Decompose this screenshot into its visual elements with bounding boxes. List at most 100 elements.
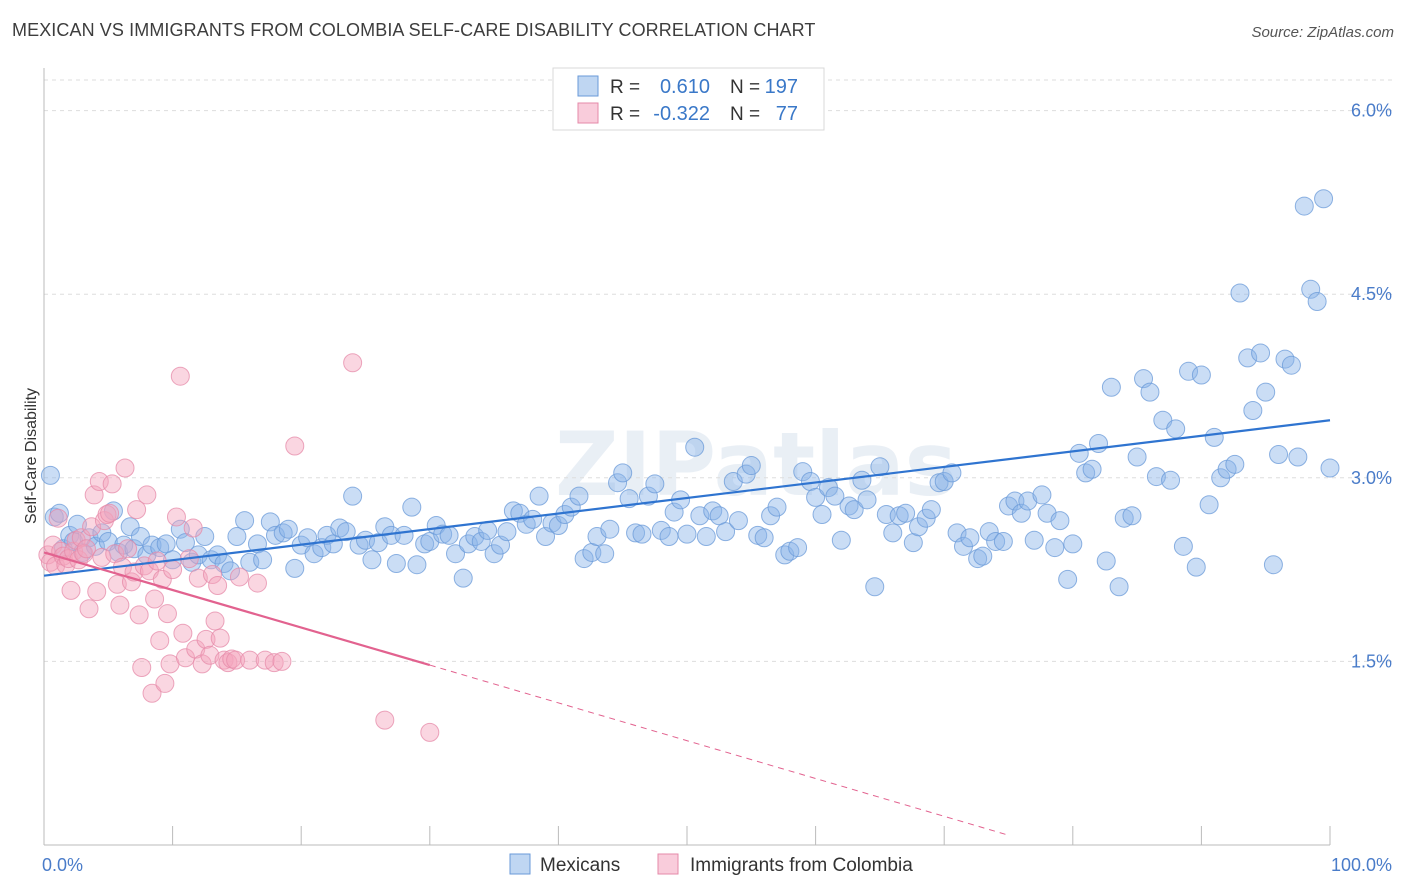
x-tick-label-1: 100.0% [1331,855,1392,875]
mexicans-point-172 [1127,447,1147,467]
mexicans-point-201 [1314,189,1334,209]
mexicans-point-66 [446,544,466,564]
colombia-point-67 [226,650,246,670]
colombia-point-14 [74,544,94,564]
trend-lines [43,419,1331,836]
colombia-point-25 [102,474,122,494]
colombia-point-38 [137,485,157,505]
axes [43,68,1331,846]
colombia-point-65 [218,653,238,673]
mexicans-point-174 [1140,382,1160,402]
bottom-legend-label-colombia: Immigrants from Colombia [690,855,913,876]
mexicans-point-39 [273,523,293,543]
trend-line-mexicans [43,419,1331,577]
mexicans-point-140 [921,500,941,520]
mexicans-point-120 [793,462,813,482]
colombia-point-35 [129,605,149,625]
mexicans-point-102 [677,524,697,544]
mexicans-point-105 [696,527,716,547]
y-tick-label-3: 6.0% [1351,101,1392,121]
mexicans-point-59 [402,497,422,517]
colombia-point-76 [375,710,395,730]
colombia-point-50 [170,366,190,386]
mexicans-point-116 [767,497,787,517]
mexicans-point-159 [1045,538,1065,558]
mexicans-point-33 [235,511,255,531]
colombia-point-77 [420,722,440,742]
mexicans-point-95 [632,524,652,544]
colombia-point-28 [110,595,130,615]
mexicans-point-78 [523,509,543,529]
mexicans-point-70 [471,531,491,551]
mexicans-point-183 [1199,495,1219,515]
mexicans-point-177 [1161,470,1181,490]
y-tick-label-0: 1.5% [1351,651,1392,671]
mexicans-point-150 [986,531,1006,551]
legend-swatch-mexicans [577,75,599,97]
mexicans-point-97 [645,474,665,494]
mexicans-point-199 [1301,279,1321,299]
colombia-point-41 [145,589,165,609]
bottom-legend-label-mexicans: Mexicans [540,855,620,876]
mexicans-point-89 [595,544,615,564]
x-tick-labels: 0.0% 100.0% [42,855,1392,875]
series-colombia [38,353,440,742]
colombia-point-59 [200,645,220,665]
colombia-point-69 [240,650,260,670]
mexicans-point-96 [638,486,658,506]
mexicans-point-130 [857,490,877,510]
colombia-point-75 [343,353,363,373]
mexicans-point-190 [1243,400,1263,420]
bottom-legend-swatch-colombia [657,853,679,875]
watermark: ZIPatlas [555,413,957,516]
mexicans-point-24 [175,533,195,553]
mexicans-point-32 [227,527,247,547]
mexicans-point-82 [548,516,568,536]
mexicans-point-164 [1076,463,1096,483]
mexicans-point-21 [156,534,176,554]
mexicans-point-178 [1166,419,1186,439]
mexicans-point-181 [1186,557,1206,577]
colombia-point-31 [118,539,138,559]
colombia-point-4 [48,508,68,528]
colombia-point-40 [142,683,162,703]
trend-line-colombia-extension [429,664,1009,836]
mexicans-point-0 [40,465,60,485]
mexicans-point-51 [349,535,369,555]
colombia-point-46 [157,604,177,624]
source-label: Source: ZipAtlas.com [1251,24,1394,41]
colombia-point-72 [264,653,284,673]
mexicans-point-196 [1281,355,1301,375]
colombia-point-58 [196,629,216,649]
mexicans-point-160 [1050,511,1070,531]
mexicans-point-15 [120,517,140,537]
mexicans-point-188 [1230,283,1250,303]
mexicans-point-112 [741,456,761,476]
mexicans-point-162 [1063,534,1083,554]
mexicans-point-149 [979,522,999,542]
mexicans-point-58 [394,525,414,545]
mexicans-point-189 [1238,348,1258,368]
y-tick-labels: 1.5% 3.0% 4.5% 6.0% [1351,101,1392,672]
colombia-point-60 [202,564,222,584]
mexicans-point-137 [903,533,923,553]
mexicans-point-40 [278,519,298,539]
mexicans-point-156 [1024,530,1044,550]
mexicans-point-192 [1256,382,1276,402]
mexicans-point-4 [60,525,80,545]
mexicans-point-182 [1191,365,1211,385]
mexicans-point-191 [1251,343,1271,363]
mexicans-point-171 [1122,506,1142,526]
colombia-point-15 [76,539,96,559]
series-mexicans [40,189,1340,597]
mexicans-point-60 [407,555,427,575]
colombia-point-0 [38,545,58,565]
mexicans-point-143 [942,463,962,483]
colombia-point-43 [150,631,170,651]
mexicans-point-41 [285,558,305,578]
mexicans-point-126 [831,530,851,550]
mexicans-point-44 [304,544,324,564]
mexicans-point-122 [806,487,826,507]
mexicans-point-169 [1109,577,1129,597]
mexicans-point-154 [1011,503,1031,523]
